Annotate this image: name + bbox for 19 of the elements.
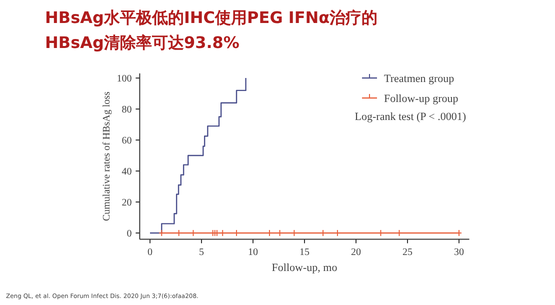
x-tick-label: 20 — [351, 247, 361, 258]
x-tick-label: 30 — [454, 247, 464, 258]
y-tick-label: 60 — [122, 136, 132, 147]
y-tick-label: 80 — [122, 104, 132, 116]
legend-label: Treatmen group — [384, 72, 455, 85]
y-tick-label: 100 — [116, 74, 132, 85]
x-axis-title: Follow-up, mo — [272, 262, 338, 274]
annotation: Log-rank test (P < .0001) — [354, 111, 466, 123]
legend-label: Follow-up group — [384, 92, 459, 105]
y-tick-label: 40 — [122, 166, 132, 178]
x-tick-label: 15 — [300, 247, 310, 258]
x-tick-label: 0 — [148, 247, 152, 258]
x-tick-label: 10 — [248, 247, 258, 258]
y-tick-label: 0 — [126, 228, 132, 240]
y-axis-title: Cumulative rates of HBsAg loss — [102, 91, 113, 222]
x-tick-label: 25 — [402, 247, 412, 258]
chart-title: HBsAg水平极低的IHC使用PEG IFNα治疗的 HBsAg清除率可达93.8% — [45, 8, 378, 52]
y-tick-label: 20 — [122, 198, 132, 209]
x-tick-label: 5 — [199, 247, 204, 258]
